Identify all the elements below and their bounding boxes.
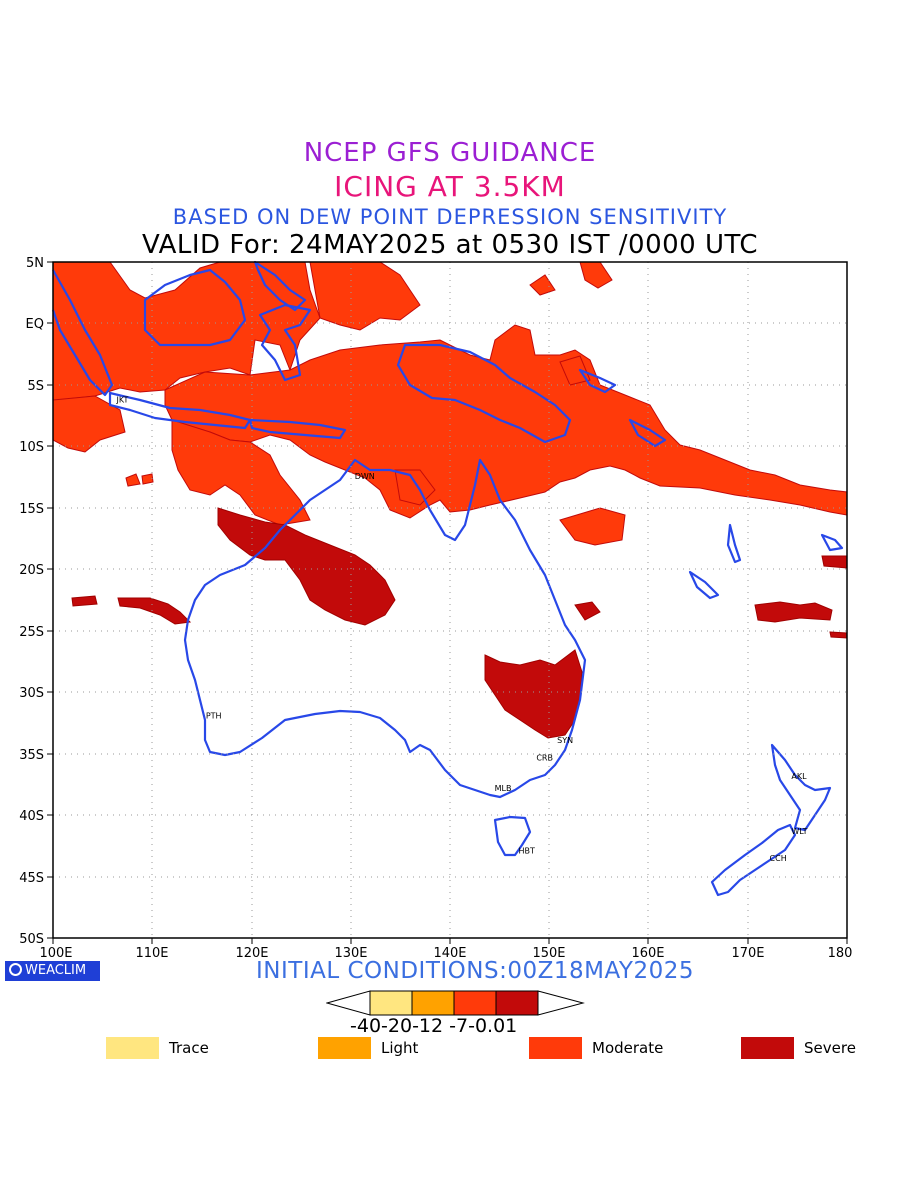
title-product: NCEP GFS GUIDANCE (303, 138, 597, 168)
lon-label: 100E (39, 946, 72, 961)
colorbar-left-arrow (326, 990, 371, 1016)
weaclim-logo: WEACLIM (5, 961, 100, 981)
legend-label: Trace (169, 1039, 209, 1057)
lat-label: 5S (27, 379, 44, 394)
city-label-dwn: DWN (355, 472, 375, 481)
lat-label: 45S (19, 871, 44, 886)
colorbar-bin (411, 990, 455, 1016)
lon-label: 170E (731, 946, 764, 961)
latitude-labels: 5N EQ 5S 10S 15S 20S 25S 30S 35S 40S 45S… (19, 256, 44, 947)
lat-label: 5N (26, 256, 44, 271)
lat-label: 30S (19, 686, 44, 701)
city-label-crb: CRB (536, 753, 553, 762)
lat-label: 50S (19, 932, 44, 947)
lat-label: 35S (19, 748, 44, 763)
lat-label: 10S (19, 440, 44, 455)
city-label-cch: CCH (770, 854, 787, 863)
legend-label: Moderate (592, 1039, 664, 1057)
lon-label: 160E (631, 946, 664, 961)
city-labels: JKT DWN PTH SYN CRB MLB HBT AKL WLT CCH (115, 396, 807, 863)
legend-swatch (318, 1037, 371, 1059)
axis-ticks (47, 261, 848, 944)
colorbar-labels: -40-20-12 -7-0.01 (350, 1015, 518, 1037)
copyright-icon (9, 963, 22, 976)
city-label-akl: AKL (791, 772, 807, 781)
city-label-wlt: WLT (791, 827, 807, 836)
colorbar-right-arrow (537, 990, 585, 1016)
colorbar (326, 990, 585, 1016)
lat-label: 15S (19, 502, 44, 517)
city-label-syn: SYN (557, 736, 573, 745)
lon-label: 180 (828, 946, 853, 961)
city-label-hbt: HBT (518, 847, 535, 856)
legend-swatch (529, 1037, 582, 1059)
legend-label: Light (381, 1039, 419, 1057)
legend-swatch (106, 1037, 159, 1059)
city-label-mlb: MLB (495, 784, 512, 793)
lat-label: 25S (19, 625, 44, 640)
city-label-jkt: JKT (115, 396, 128, 405)
lat-label: 40S (19, 809, 44, 824)
severe-icing-areas (71, 507, 848, 739)
title-valid-time: VALID For: 24MAY2025 at 0530 IST /0000 U… (141, 230, 759, 260)
lat-label: EQ (26, 317, 44, 332)
title-parameter: ICING AT 3.5KM (334, 170, 566, 203)
lon-label: 130E (334, 946, 367, 961)
lat-label: 20S (19, 563, 44, 578)
lon-label: 140E (433, 946, 466, 961)
legend-label: Severe (804, 1039, 856, 1057)
lon-label: 150E (532, 946, 565, 961)
legend-swatch (741, 1037, 794, 1059)
graticule (53, 262, 847, 938)
longitude-labels: 100E 110E 120E 130E 140E 150E 160E 170E … (39, 946, 852, 961)
colorbar-bin (369, 990, 413, 1016)
title-method: BASED ON DEW POINT DEPRESSION SENSITIVIT… (172, 205, 728, 229)
logo-text: WEACLIM (25, 963, 87, 978)
colorbar-bin (495, 990, 539, 1016)
city-label-pth: PTH (206, 712, 222, 721)
colorbar-bin (453, 990, 497, 1016)
initial-conditions: INITIAL CONDITIONS:00Z18MAY2025 (256, 958, 694, 984)
lon-label: 120E (235, 946, 268, 961)
lon-label: 110E (135, 946, 168, 961)
